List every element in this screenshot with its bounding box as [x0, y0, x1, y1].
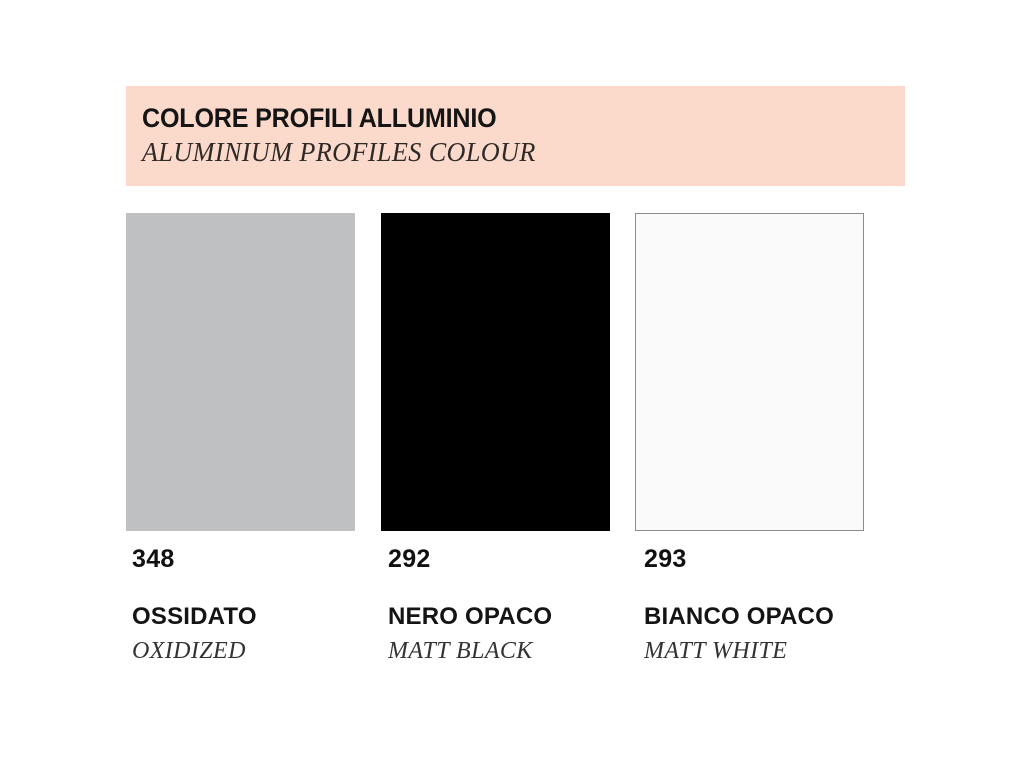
colour-chip-bianco-opaco[interactable]	[635, 213, 864, 531]
colour-name-it: OSSIDATO	[132, 603, 257, 630]
swatch-cell-293[interactable]	[635, 213, 864, 531]
colour-chip-nero-opaco[interactable]	[381, 213, 610, 531]
colour-name-en: OXIDIZED	[132, 638, 246, 664]
colour-code: 348	[132, 545, 175, 573]
colour-name-it: BIANCO OPACO	[644, 603, 834, 630]
page-subtitle: ALUMINIUM PROFILES COLOUR	[142, 137, 536, 167]
colour-name-en: MATT BLACK	[388, 638, 533, 664]
colour-name-en: MATT WHITE	[644, 638, 788, 664]
colour-chip-ossidato[interactable]	[126, 213, 355, 531]
swatch-cell-292[interactable]	[381, 213, 610, 531]
caption-348: 348 OSSIDATO OXIDIZED	[132, 545, 382, 665]
colour-name-it: NERO OPACO	[388, 603, 553, 630]
colour-code: 292	[388, 545, 431, 573]
colour-code: 293	[644, 545, 687, 573]
page-title: COLORE PROFILI ALLUMINIO	[142, 103, 497, 133]
swatch-cell-348[interactable]	[126, 213, 355, 531]
caption-row: 348 OSSIDATO OXIDIZED 292 NERO OPACO MAT…	[126, 545, 926, 685]
header-band: COLORE PROFILI ALLUMINIO ALUMINIUM PROFI…	[126, 86, 905, 186]
caption-292: 292 NERO OPACO MATT BLACK	[388, 545, 638, 665]
swatch-row	[126, 213, 905, 531]
caption-293: 293 BIANCO OPACO MATT WHITE	[644, 545, 894, 665]
